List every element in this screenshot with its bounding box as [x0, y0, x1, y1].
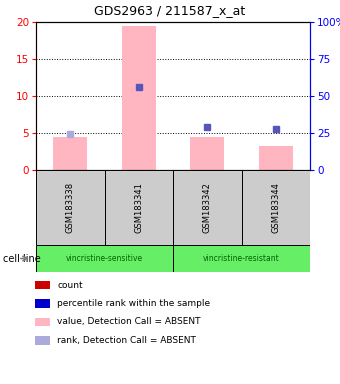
Bar [122, 26, 156, 170]
Text: rank, Detection Call = ABSENT: rank, Detection Call = ABSENT [57, 336, 196, 345]
Bar [53, 137, 87, 170]
Bar [173, 170, 241, 245]
Text: GSM183344: GSM183344 [271, 182, 280, 233]
Bar [104, 170, 173, 245]
Bar [241, 170, 310, 245]
Text: GDS2963 / 211587_x_at: GDS2963 / 211587_x_at [95, 4, 245, 17]
Text: vincristine-sensitive: vincristine-sensitive [66, 254, 143, 263]
Bar [190, 137, 224, 170]
Text: vincristine-resistant: vincristine-resistant [203, 254, 280, 263]
Text: cell line: cell line [3, 253, 41, 263]
Text: GSM183338: GSM183338 [66, 182, 75, 233]
Bar [259, 146, 293, 170]
Text: count: count [57, 280, 83, 290]
Text: GSM183342: GSM183342 [203, 182, 212, 233]
Text: GSM183341: GSM183341 [134, 182, 143, 233]
Bar [36, 170, 104, 245]
Bar [173, 245, 310, 272]
Text: value, Detection Call = ABSENT: value, Detection Call = ABSENT [57, 317, 201, 326]
Text: percentile rank within the sample: percentile rank within the sample [57, 299, 210, 308]
Bar [36, 245, 173, 272]
